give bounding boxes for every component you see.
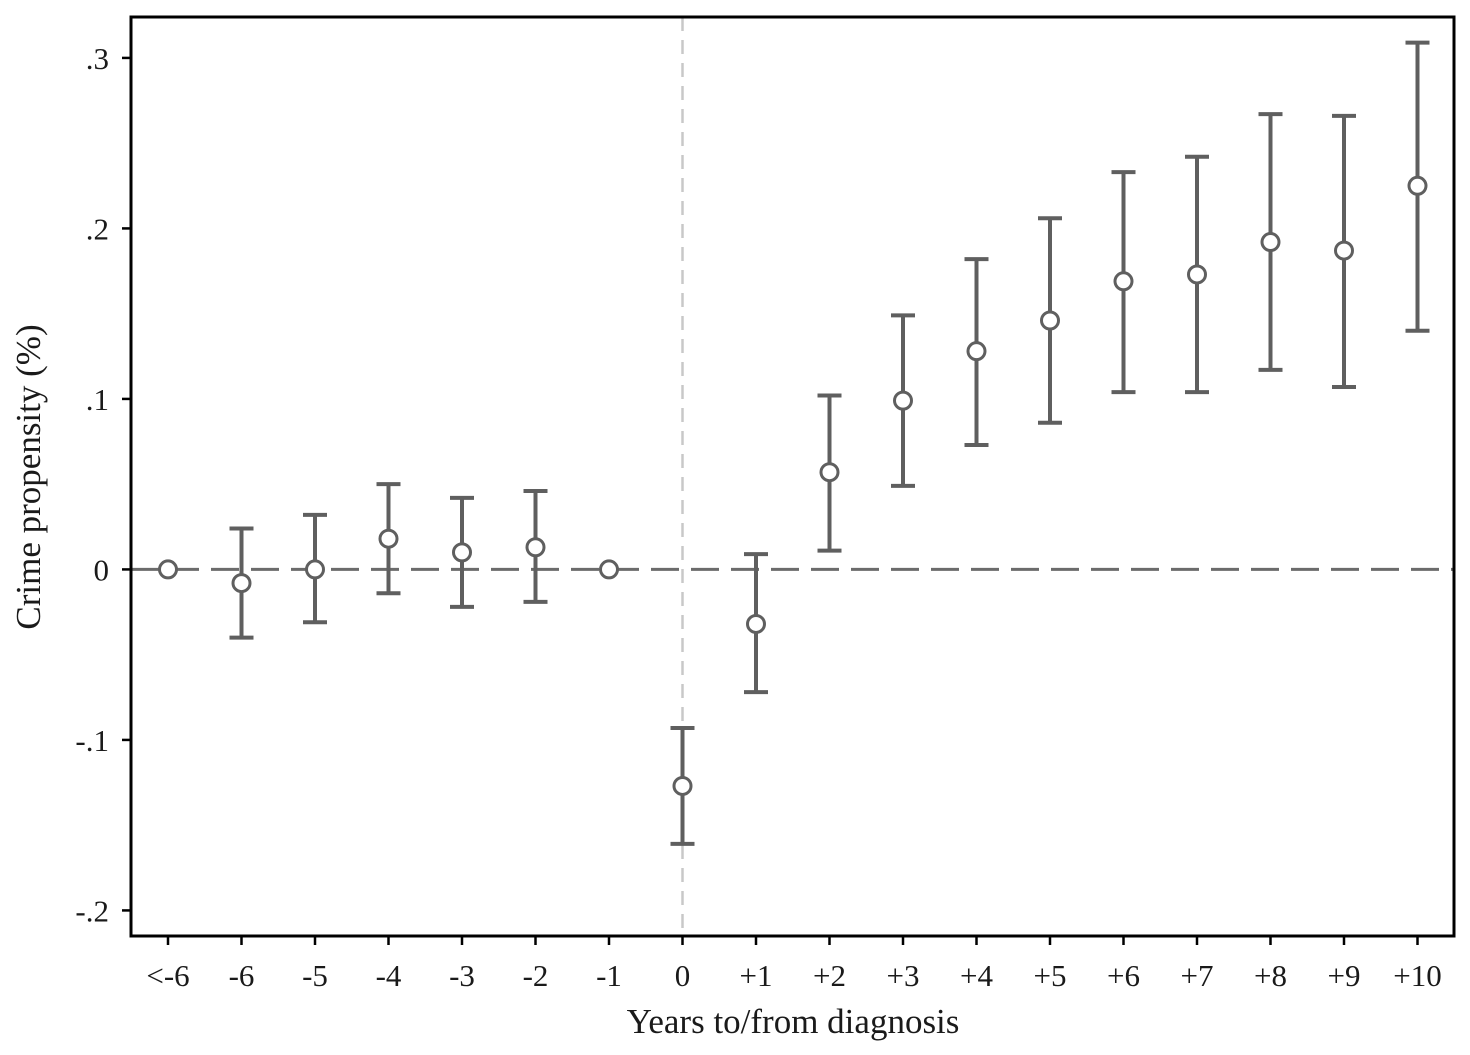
x-tick-label: -1 bbox=[596, 958, 622, 993]
data-point bbox=[452, 542, 472, 563]
data-point bbox=[1187, 264, 1207, 285]
x-tick-label: +9 bbox=[1328, 958, 1361, 993]
x-tick-label: +7 bbox=[1181, 958, 1214, 993]
data-point bbox=[746, 613, 766, 634]
x-tick-label: -4 bbox=[376, 958, 402, 993]
data-point bbox=[158, 559, 178, 580]
x-axis-title: Years to/from diagnosis bbox=[627, 1002, 960, 1041]
data-point bbox=[1260, 232, 1281, 253]
x-tick-label: +6 bbox=[1107, 958, 1140, 993]
x-tick-label: +8 bbox=[1254, 958, 1287, 993]
y-tick-label: -.2 bbox=[75, 893, 109, 928]
y-axis: .3 .2 .1 0 -.1 -.2 bbox=[75, 41, 131, 928]
plot-frame bbox=[129, 15, 1456, 938]
y-tick-label: -.1 bbox=[75, 723, 109, 758]
x-tick-label: -6 bbox=[229, 958, 255, 993]
data-point bbox=[819, 462, 840, 483]
y-axis-title: Crime propensity (%) bbox=[9, 324, 48, 629]
data-point bbox=[525, 537, 546, 558]
x-tick-label: -2 bbox=[523, 958, 549, 993]
x-tick-label: +2 bbox=[813, 958, 846, 993]
data-point bbox=[231, 573, 252, 594]
y-tick-label: 0 bbox=[94, 552, 110, 587]
data-point bbox=[966, 341, 987, 362]
y-tick-label: .1 bbox=[86, 382, 109, 417]
x-tick-label: +1 bbox=[740, 958, 773, 993]
data-point bbox=[305, 559, 325, 580]
data-point bbox=[893, 390, 913, 411]
points-layer bbox=[158, 175, 1428, 796]
y-tick-label: .2 bbox=[86, 211, 109, 246]
data-point bbox=[1407, 175, 1428, 196]
data-point bbox=[378, 528, 399, 549]
data-point bbox=[672, 775, 693, 796]
x-tick-label: <-6 bbox=[146, 958, 189, 993]
data-point bbox=[1113, 271, 1134, 292]
y-tick-label: .3 bbox=[86, 41, 109, 76]
x-tick-label: 0 bbox=[675, 958, 691, 993]
x-tick-label: -5 bbox=[302, 958, 328, 993]
x-tick-label: -3 bbox=[449, 958, 475, 993]
x-tick-label: +3 bbox=[887, 958, 920, 993]
x-tick-label: +10 bbox=[1393, 958, 1441, 993]
x-tick-label: +4 bbox=[960, 958, 993, 993]
data-point bbox=[1334, 240, 1354, 261]
reference-lines-layer bbox=[131, 17, 1454, 936]
x-axis: <-6 -6 -5 -4 -3 -2 -1 0 +1 +2 +3 +4 +5 +6 +7 +8 +9 +10 bbox=[146, 936, 1442, 993]
data-point bbox=[599, 559, 619, 580]
data-point bbox=[1040, 310, 1060, 331]
x-tick-label: +5 bbox=[1034, 958, 1067, 993]
error-bars-layer bbox=[229, 40, 1430, 846]
